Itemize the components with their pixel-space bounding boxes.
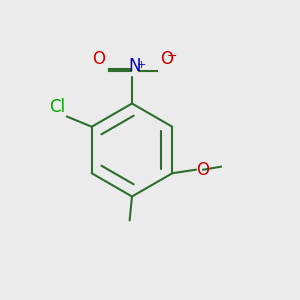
Text: N: N	[129, 57, 141, 75]
Text: O: O	[92, 50, 105, 68]
Text: −: −	[167, 50, 178, 63]
Text: Cl: Cl	[49, 98, 65, 116]
Text: +: +	[137, 60, 146, 70]
Text: O: O	[160, 50, 173, 68]
Text: O: O	[196, 161, 210, 179]
